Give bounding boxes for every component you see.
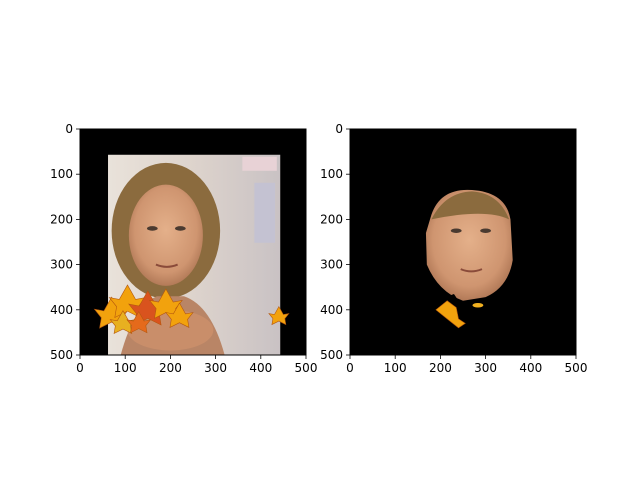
- backdrop-text-block: [242, 156, 277, 171]
- x-tick-label: 300: [204, 361, 227, 375]
- panel-2-y-axis: 0 100 200 300 400 500: [320, 122, 350, 362]
- mouth: [460, 268, 483, 273]
- image-panel-1: 0 100 200 300 400 500 0 100 200 300 400 500: [50, 122, 317, 375]
- face: [128, 184, 203, 286]
- panel-2-x-axis: 0 100 200 300 400 500: [346, 355, 587, 375]
- y-tick-label: 0: [65, 122, 73, 136]
- x-tick-label: 100: [384, 361, 407, 375]
- left-eye: [450, 228, 462, 233]
- face-mask: [425, 189, 513, 329]
- right-eye: [174, 226, 186, 231]
- hairline: [431, 191, 510, 220]
- y-tick-label: 400: [320, 303, 343, 317]
- panel-1-x-axis: 0 100 200 300 400 500: [76, 355, 317, 375]
- autumn-leaf: [165, 302, 194, 328]
- x-tick-label: 200: [429, 361, 452, 375]
- x-tick-label: 200: [159, 361, 182, 375]
- autumn-leaf: [268, 306, 290, 326]
- image-panel-2: 0 100 200 300 400 500 0 100 200 300 400 500: [320, 122, 587, 375]
- autumn-leaf: [109, 310, 137, 335]
- y-tick-label: 200: [50, 212, 73, 226]
- panel-1-frame: [79, 128, 307, 356]
- autumn-leaf: [126, 310, 152, 334]
- y-tick-label: 500: [320, 348, 343, 362]
- leaf-fragment: [435, 300, 466, 329]
- left-eye: [146, 226, 158, 231]
- y-tick-label: 0: [335, 122, 343, 136]
- y-tick-label: 500: [50, 348, 73, 362]
- x-tick-label: 500: [565, 361, 588, 375]
- x-tick-label: 0: [76, 361, 84, 375]
- x-tick-label: 400: [519, 361, 542, 375]
- x-tick-label: 300: [474, 361, 497, 375]
- mouth: [155, 263, 179, 268]
- panel-2-frame: [349, 128, 577, 356]
- x-tick-label: 0: [346, 361, 354, 375]
- x-tick-label: 500: [295, 361, 318, 375]
- masked-face: [425, 189, 513, 301]
- backdrop-panel: [254, 182, 276, 243]
- panel-1-y-axis: 0 100 200 300 400 500: [50, 122, 80, 362]
- y-tick-label: 100: [50, 167, 73, 181]
- y-tick-label: 200: [320, 212, 343, 226]
- y-tick-label: 100: [320, 167, 343, 181]
- y-tick-label: 300: [50, 258, 73, 272]
- x-tick-label: 100: [114, 361, 137, 375]
- leaf-fragment: [472, 303, 484, 308]
- y-tick-label: 400: [50, 303, 73, 317]
- right-eye: [480, 228, 492, 233]
- portrait-photo: [93, 154, 290, 355]
- x-tick-label: 400: [249, 361, 272, 375]
- y-tick-label: 300: [320, 258, 343, 272]
